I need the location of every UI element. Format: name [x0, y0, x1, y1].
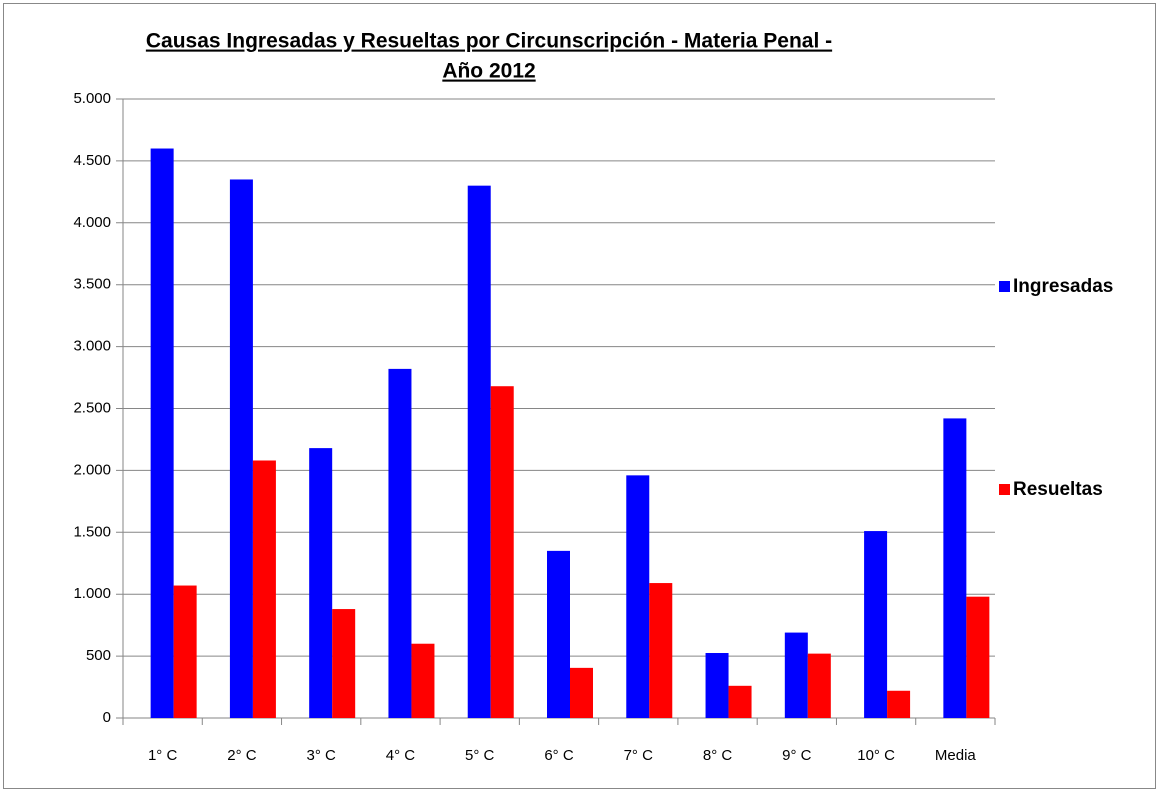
bar — [332, 609, 356, 718]
y-tick-label: 4.000 — [73, 214, 111, 231]
y-tick-label: 5.000 — [73, 90, 111, 107]
x-tick-label: 2° C — [227, 747, 257, 764]
y-tick-label: 500 — [86, 647, 111, 664]
x-tick-label: 3° C — [307, 747, 337, 764]
x-tick-label: 4° C — [386, 747, 416, 764]
legend-label: Resueltas — [1013, 479, 1103, 500]
x-tick-label: 6° C — [544, 747, 574, 764]
legend-label: Ingresadas — [1013, 276, 1113, 297]
x-tick-label: Media — [935, 747, 977, 764]
x-tick-label: 8° C — [703, 747, 733, 764]
bar — [966, 596, 990, 718]
bar — [150, 148, 174, 718]
y-tick-label: 1.000 — [73, 585, 111, 602]
bar — [309, 448, 333, 718]
y-tick-label: 3.500 — [73, 276, 111, 293]
x-tick-label: 7° C — [624, 747, 654, 764]
bar — [807, 653, 831, 718]
bar — [547, 550, 570, 718]
bar — [649, 583, 673, 718]
x-tick-label: 9° C — [782, 747, 812, 764]
bar — [784, 632, 808, 718]
bar — [490, 386, 514, 718]
bar — [943, 418, 967, 718]
y-tick-label: 1.500 — [73, 523, 111, 540]
chart-title: Año 2012 — [442, 60, 535, 83]
legend-swatch — [999, 281, 1010, 292]
bar — [467, 185, 491, 718]
y-tick-label: 3.000 — [73, 338, 111, 355]
y-tick-label: 4.500 — [73, 152, 111, 169]
bar — [411, 643, 435, 718]
y-tick-label: 2.000 — [73, 461, 111, 478]
bar — [173, 585, 197, 718]
x-tick-label: 10° C — [857, 747, 895, 764]
bar — [626, 475, 650, 718]
x-tick-label: 1° C — [148, 747, 178, 764]
x-tick-label: 5° C — [465, 747, 495, 764]
bar — [705, 653, 729, 718]
bar — [229, 179, 253, 719]
bar — [728, 685, 752, 718]
legend-swatch — [999, 484, 1010, 495]
chart-title: Causas Ingresadas y Resueltas por Circun… — [146, 30, 832, 53]
bar — [570, 667, 593, 718]
bar — [252, 460, 276, 718]
y-tick-label: 0 — [103, 709, 111, 726]
bar — [887, 690, 911, 718]
bar — [388, 368, 412, 718]
y-tick-label: 2.500 — [73, 399, 111, 416]
bar — [864, 531, 888, 718]
